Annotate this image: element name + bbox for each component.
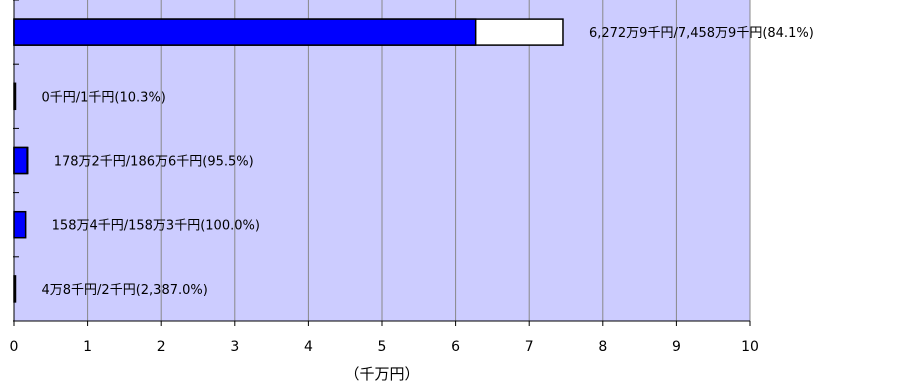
x-tick-label: 10 [741, 339, 759, 355]
data-label: 0千円/1千円(10.3%) [42, 90, 166, 105]
bars [13, 18, 564, 303]
x-tick-label: 2 [157, 339, 166, 355]
data-label: 158万4千円/158万3千円(100.0%) [52, 219, 260, 234]
x-tick-label: 4 [304, 339, 313, 355]
actual-bar [13, 146, 28, 175]
gridlines [87, 0, 751, 321]
x-tick-label: 1 [83, 339, 92, 355]
x-tick-label: 5 [378, 339, 387, 355]
data-label: 6,272万9千円/7,458万9千円(84.1%) [589, 26, 814, 41]
x-tick-label: 6 [451, 339, 460, 355]
x-tick-label: 3 [230, 339, 239, 355]
data-labels: 6,272万9千円/7,458万9千円(84.1%) 0千円/1千円(10.3%)… [42, 26, 814, 298]
x-tick-label: 0 [10, 339, 19, 355]
data-label: 178万2千円/186万6千円(95.5%) [54, 155, 254, 170]
x-axis-title: （千万円） [344, 365, 419, 383]
data-label: 4万8千円/2千円(2,387.0%) [42, 283, 208, 298]
actual-bar [13, 18, 477, 46]
x-tick-label: 8 [598, 339, 607, 355]
x-tick-label: 7 [525, 339, 534, 355]
x-axis-ticks: 0 1 2 3 4 5 6 7 8 9 10 [10, 321, 759, 355]
actual-bar [13, 210, 27, 239]
x-tick-label: 9 [672, 339, 681, 355]
